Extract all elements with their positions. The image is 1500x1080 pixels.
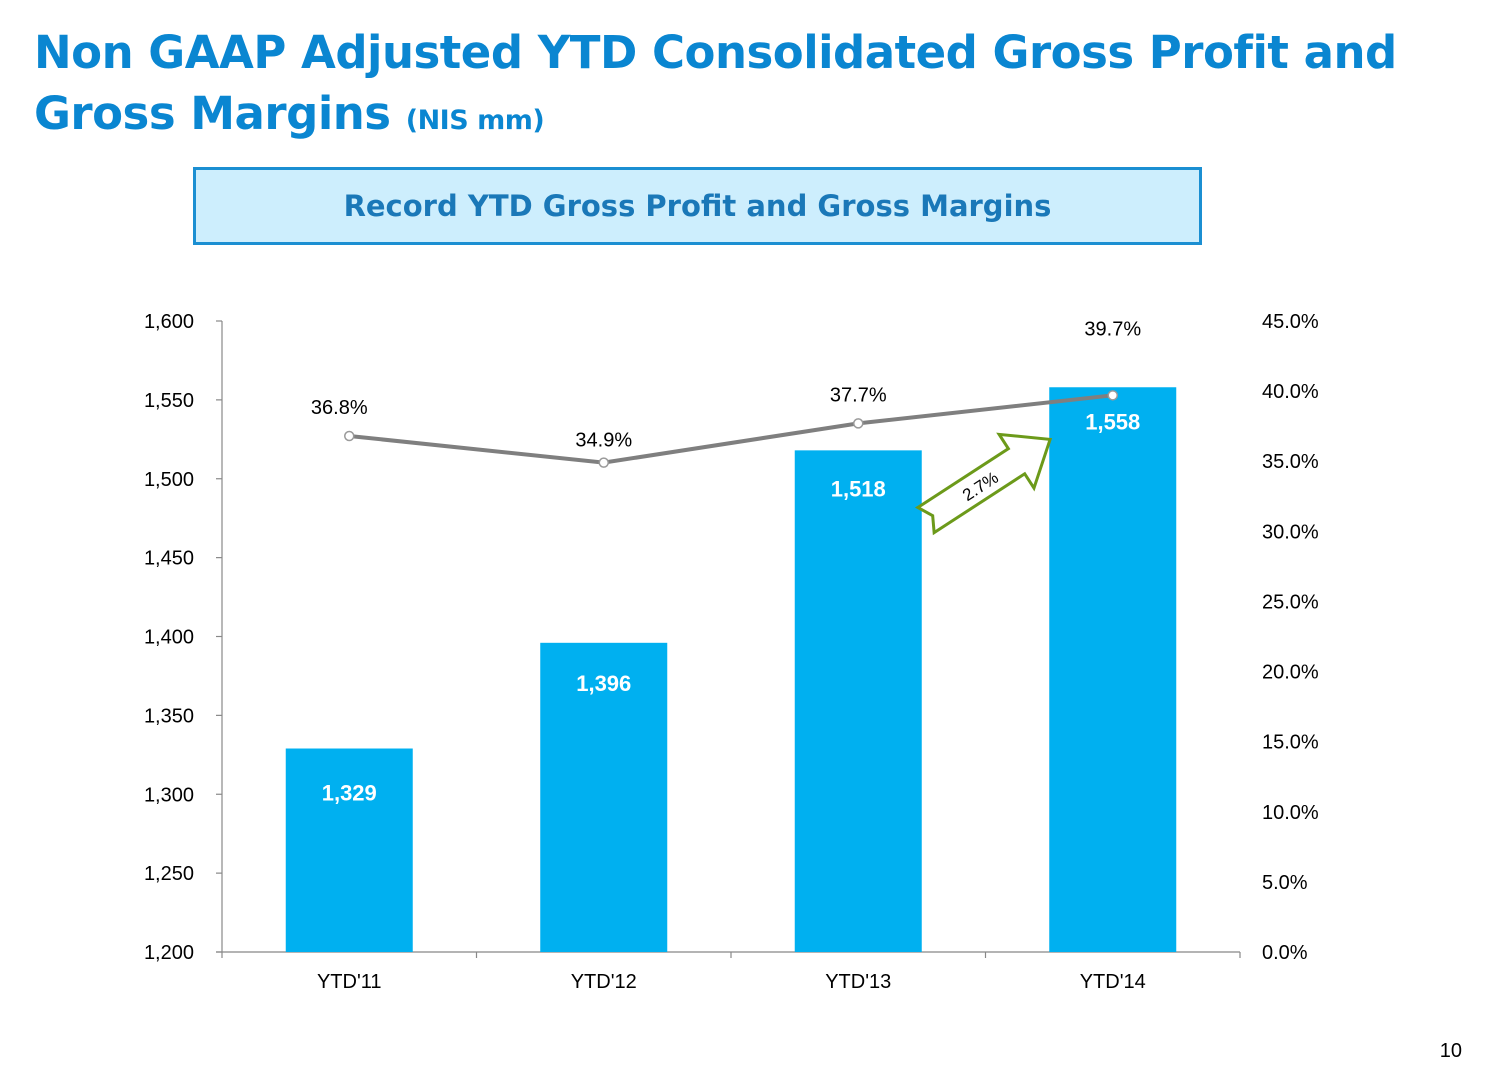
left-axis-tick-label: 1,500 [144,469,194,491]
right-axis-tick-label: 0.0% [1262,942,1308,964]
right-axis-tick-label: 15.0% [1262,732,1319,754]
left-axis-tick-label: 1,250 [144,863,194,885]
x-axis-tick-label: YTD'14 [1080,971,1146,993]
left-axis-tick-label: 1,600 [144,311,194,333]
slide-title: Non GAAP Adjusted YTD Consolidated Gross… [34,22,1434,151]
growth-arrow-shape [914,432,1053,536]
right-axis-tick-label: 25.0% [1262,591,1319,613]
bar [794,450,922,952]
bar [285,748,413,952]
right-axis-tick-label: 40.0% [1262,381,1319,403]
margin-point [853,418,864,429]
bar-value-label: 1,558 [1085,409,1140,434]
bar [1049,387,1177,952]
margin-value-label: 37.7% [830,384,887,406]
right-axis-tick-label: 5.0% [1262,872,1308,894]
title-unit: (NIS mm) [405,105,545,136]
margin-value-label: 34.9% [575,430,632,452]
margin-point [598,457,609,468]
bar-value-label: 1,329 [322,781,377,806]
left-axis-tick-label: 1,400 [144,627,194,649]
x-axis-tick-label: YTD'11 [317,971,382,993]
left-axis-tick-label: 1,350 [144,705,194,727]
margin-value-label: 36.8% [311,397,368,419]
left-axis-tick-label: 1,450 [144,548,194,570]
left-axis-tick-label: 1,200 [144,942,194,964]
right-axis-tick-label: 45.0% [1262,311,1319,333]
bar-value-label: 1,518 [831,476,886,501]
x-axis-tick-label: YTD'12 [571,971,637,993]
bar [540,642,668,952]
right-axis-tick-label: 35.0% [1262,451,1319,473]
margin-line [349,393,1113,465]
page-number: 10 [1439,1040,1462,1062]
right-axis-tick-label: 20.0% [1262,662,1319,684]
right-axis-tick-label: 10.0% [1262,802,1319,824]
title-text: Non GAAP Adjusted YTD Consolidated Gross… [34,26,1397,140]
x-axis-tick-label: YTD'13 [825,971,891,993]
growth-arrow: 2.7% [914,432,1053,536]
margin-point [344,430,355,442]
right-axis-tick-label: 30.0% [1262,521,1319,543]
left-axis-tick-label: 1,300 [144,784,194,806]
bar-value-label: 1,396 [576,671,631,696]
margin-value-label: 39.7% [1084,318,1141,340]
headline-banner: Record YTD Gross Profit and Gross Margin… [193,167,1202,245]
left-axis-tick-label: 1,550 [144,390,194,412]
banner-text: Record YTD Gross Profit and Gross Margin… [343,189,1052,223]
margin-point [1107,390,1118,401]
